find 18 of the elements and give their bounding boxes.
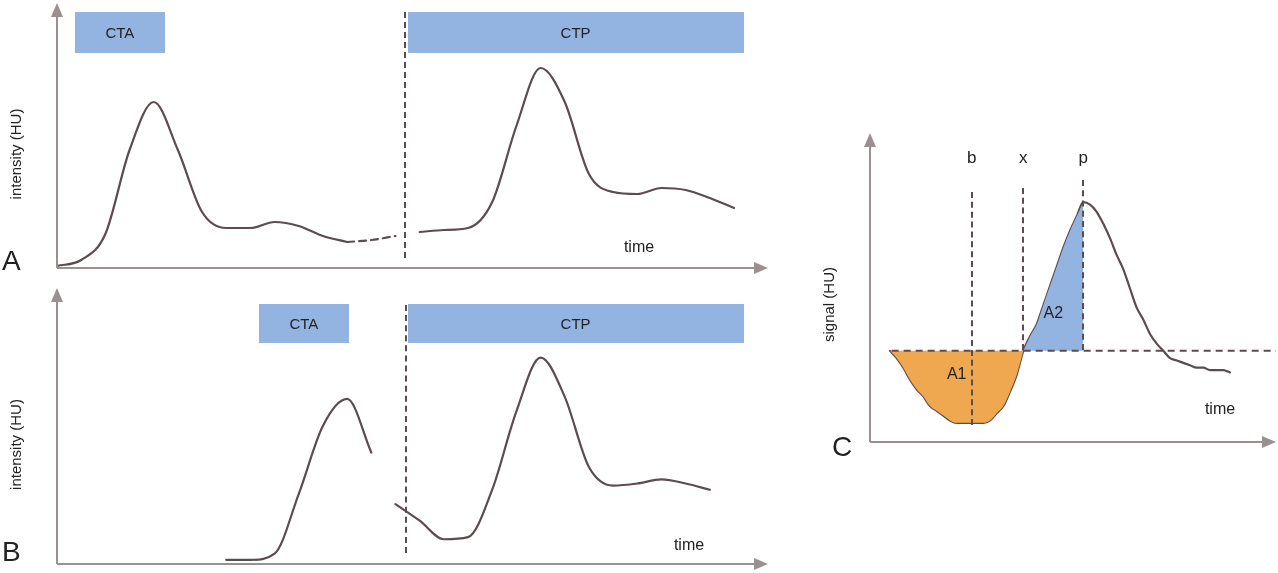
text: p — [1078, 148, 1089, 168]
text: b — [966, 148, 977, 168]
text: B — [2, 535, 21, 567]
phase-box: CTA — [74, 12, 165, 53]
x-axis-title: time — [623, 238, 655, 256]
text: C — [832, 430, 853, 462]
x-axis-title: time — [1204, 400, 1236, 418]
text: A — [2, 244, 21, 276]
y-axis-title: intensity (HU) — [7, 108, 25, 200]
text: x — [1019, 148, 1028, 168]
phase-box: CTA — [259, 304, 349, 343]
y-axis-title: signal (HU) — [820, 266, 838, 343]
series-label: A1 — [946, 365, 967, 383]
phase-box: CTP — [407, 304, 744, 343]
series-label: A2 — [1043, 304, 1064, 322]
y-axis-title: intensity (HU) — [7, 399, 25, 490]
x-axis-title: time — [673, 536, 705, 554]
phase-box: CTP — [407, 12, 744, 53]
